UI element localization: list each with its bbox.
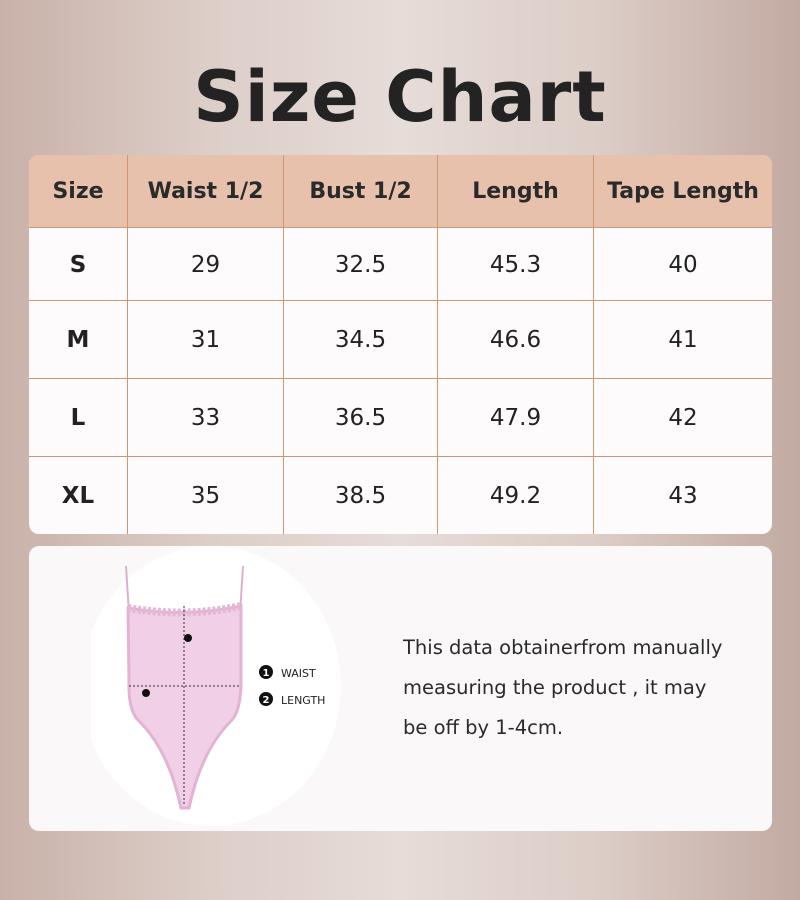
note-line: be off by 1-4cm. [403, 716, 564, 739]
waist-cell: 33 [127, 379, 283, 457]
bust-cell: 38.5 [283, 457, 437, 534]
tape-length-cell: 41 [593, 301, 772, 379]
size-cell: S [69, 251, 87, 278]
header-length: Length [437, 155, 593, 227]
legend-number-2-icon [259, 692, 273, 706]
bust-cell: 34.5 [283, 301, 437, 379]
size-cell: L [70, 405, 86, 431]
legend-number-2: 2 [263, 695, 270, 706]
length-cell: 45.3 [437, 228, 593, 301]
table-row: S 29 32.5 45.3 40 [29, 227, 772, 301]
table-row: XL 35 38.5 49.2 43 [29, 456, 772, 534]
size-cell: M [66, 327, 90, 353]
bodysuit-measurement-illustration: 1 WAIST 2 LENGTH [91, 546, 341, 826]
bust-cell: 36.5 [283, 379, 437, 457]
note-line: This data obtainerfrom manually [403, 636, 723, 659]
tape-length-cell: 43 [593, 457, 772, 534]
table-row: L 33 36.5 47.9 42 [29, 378, 772, 457]
note-line: measuring the product , it may [403, 676, 707, 699]
table-header-row: Size Waist 1/2 Bust 1/2 Length Tape Leng… [29, 155, 772, 227]
header-waist: Waist 1/2 [127, 155, 283, 227]
length-cell: 46.6 [437, 301, 593, 379]
waist-cell: 31 [127, 301, 283, 379]
legend-number-1-icon [259, 665, 273, 679]
header-size: Size [52, 178, 104, 204]
table-row: M 31 34.5 46.6 41 [29, 300, 772, 379]
page-title: Size Chart [193, 56, 607, 138]
measurement-note: This data obtainerfrom manually measurin… [403, 628, 743, 748]
legend-length-label: LENGTH [281, 694, 325, 707]
marker-2-icon [184, 634, 192, 642]
marker-1-icon [142, 689, 150, 697]
header-bust: Bust 1/2 [283, 155, 437, 227]
legend-waist-label: WAIST [281, 667, 316, 680]
length-cell: 47.9 [437, 379, 593, 457]
tape-length-cell: 40 [593, 228, 772, 301]
size-table: Size Waist 1/2 Bust 1/2 Length Tape Leng… [29, 155, 772, 534]
legend-number-1: 1 [263, 668, 270, 679]
size-cell: XL [61, 483, 95, 509]
tape-length-cell: 42 [593, 379, 772, 457]
length-cell: 49.2 [437, 457, 593, 534]
waist-cell: 35 [127, 457, 283, 534]
bust-cell: 32.5 [283, 228, 437, 301]
header-tape-length: Tape Length [593, 155, 772, 227]
waist-cell: 29 [127, 228, 283, 301]
measurement-card: 1 WAIST 2 LENGTH This data obtainerfrom … [29, 546, 772, 831]
lace-neckline [127, 602, 242, 617]
